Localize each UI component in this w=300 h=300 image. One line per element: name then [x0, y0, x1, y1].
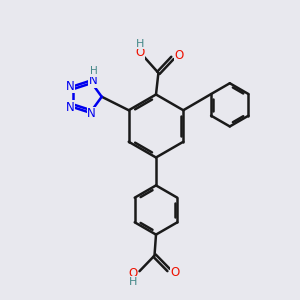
- Text: H: H: [90, 66, 98, 76]
- Text: O: O: [135, 46, 144, 59]
- Text: N: N: [89, 74, 98, 87]
- Text: H: H: [136, 38, 144, 49]
- Text: O: O: [128, 267, 137, 280]
- Text: N: N: [66, 100, 75, 114]
- Text: N: N: [87, 107, 96, 121]
- Text: N: N: [66, 80, 75, 93]
- Text: H: H: [129, 277, 137, 287]
- Text: O: O: [171, 266, 180, 279]
- Text: O: O: [175, 49, 184, 62]
